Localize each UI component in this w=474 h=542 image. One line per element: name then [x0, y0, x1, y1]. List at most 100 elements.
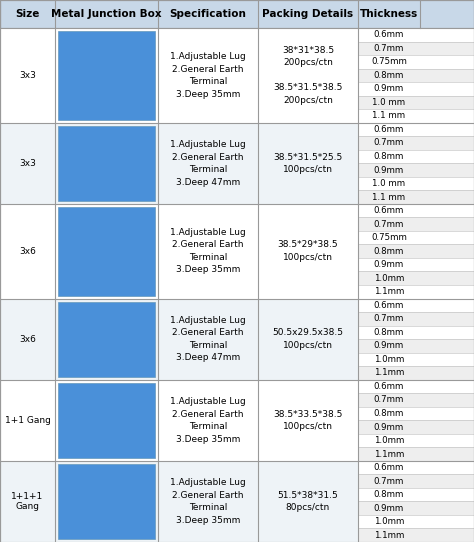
Bar: [358, 406, 474, 420]
Text: Specification: Specification: [170, 9, 246, 19]
Text: 1+1 Gang: 1+1 Gang: [5, 416, 50, 425]
Bar: [358, 150, 474, 163]
Bar: [258, 28, 358, 122]
Text: 0.9mm: 0.9mm: [374, 260, 404, 269]
Bar: [58, 383, 155, 458]
Text: 1.1mm: 1.1mm: [374, 287, 404, 296]
Bar: [358, 136, 474, 150]
Text: 1.0mm: 1.0mm: [374, 436, 404, 445]
Bar: [258, 122, 358, 204]
Bar: [55, 461, 158, 542]
Bar: [158, 28, 258, 122]
Text: 0.8mm: 0.8mm: [374, 490, 404, 499]
Bar: [258, 204, 358, 299]
Bar: [358, 177, 474, 190]
Text: 1.1 mm: 1.1 mm: [373, 112, 406, 120]
Text: 1.1mm: 1.1mm: [374, 449, 404, 459]
Text: 1.0mm: 1.0mm: [374, 274, 404, 283]
Bar: [0, 380, 55, 461]
Bar: [55, 122, 158, 204]
Text: 3x6: 3x6: [19, 247, 36, 256]
Text: 0.7mm: 0.7mm: [374, 138, 404, 147]
Bar: [258, 299, 358, 380]
Bar: [358, 366, 474, 380]
Bar: [58, 31, 155, 120]
Bar: [258, 380, 358, 461]
Bar: [358, 285, 474, 299]
Text: 0.9mm: 0.9mm: [374, 85, 404, 93]
Bar: [55, 28, 158, 122]
Bar: [358, 190, 474, 204]
Text: 0.6mm: 0.6mm: [374, 206, 404, 215]
Bar: [358, 434, 474, 447]
Text: 0.8mm: 0.8mm: [374, 71, 404, 80]
Bar: [358, 28, 474, 42]
Bar: [358, 244, 474, 258]
Bar: [158, 461, 258, 542]
Text: 1.Adjustable Lug
2.General Earth
Terminal
3.Deep 35mm: 1.Adjustable Lug 2.General Earth Termina…: [170, 478, 246, 525]
Text: 38*31*38.5
200pcs/ctn

38.5*31.5*38.5
200pcs/ctn: 38*31*38.5 200pcs/ctn 38.5*31.5*38.5 200…: [273, 46, 343, 105]
Text: 0.9mm: 0.9mm: [374, 504, 404, 513]
Bar: [358, 204, 474, 217]
Bar: [358, 258, 474, 272]
Bar: [358, 528, 474, 542]
Bar: [0, 461, 55, 542]
Bar: [358, 339, 474, 353]
Text: 0.9mm: 0.9mm: [374, 165, 404, 175]
Bar: [358, 312, 474, 326]
Text: 0.7mm: 0.7mm: [374, 476, 404, 486]
Text: 1.0 mm: 1.0 mm: [373, 98, 406, 107]
Bar: [358, 122, 474, 136]
Bar: [358, 42, 474, 55]
Bar: [358, 353, 474, 366]
Bar: [55, 204, 158, 299]
Bar: [358, 515, 474, 528]
Bar: [358, 69, 474, 82]
Text: 1.1 mm: 1.1 mm: [373, 192, 406, 202]
Bar: [358, 55, 474, 69]
Text: 1.Adjustable Lug
2.General Earth
Terminal
3.Deep 47mm: 1.Adjustable Lug 2.General Earth Termina…: [170, 140, 246, 186]
Bar: [58, 464, 155, 539]
Bar: [358, 299, 474, 312]
Bar: [0, 204, 55, 299]
Bar: [258, 461, 358, 542]
Text: 0.6mm: 0.6mm: [374, 382, 404, 391]
Bar: [358, 109, 474, 122]
Bar: [0, 122, 55, 204]
Bar: [58, 301, 155, 377]
Text: 0.6mm: 0.6mm: [374, 30, 404, 39]
Text: 51.5*38*31.5
80pcs/ctn: 51.5*38*31.5 80pcs/ctn: [278, 491, 338, 512]
Text: 0.8mm: 0.8mm: [374, 247, 404, 256]
Bar: [358, 272, 474, 285]
Text: 0.6mm: 0.6mm: [374, 463, 404, 472]
Text: 1.0mm: 1.0mm: [374, 355, 404, 364]
Text: 3x6: 3x6: [19, 334, 36, 344]
Text: 1.Adjustable Lug
2.General Earth
Terminal
3.Deep 47mm: 1.Adjustable Lug 2.General Earth Termina…: [170, 316, 246, 363]
Text: 3x3: 3x3: [19, 71, 36, 80]
Bar: [0, 0, 474, 28]
Text: 1.Adjustable Lug
2.General Earth
Terminal
3.Deep 35mm: 1.Adjustable Lug 2.General Earth Termina…: [170, 397, 246, 443]
Text: 0.75mm: 0.75mm: [371, 57, 407, 66]
Bar: [58, 207, 155, 295]
Text: Packing Details: Packing Details: [263, 9, 354, 19]
Bar: [158, 299, 258, 380]
Text: 0.8mm: 0.8mm: [374, 152, 404, 161]
Text: 0.7mm: 0.7mm: [374, 314, 404, 324]
Text: 0.9mm: 0.9mm: [374, 423, 404, 431]
Text: Metal Junction Box: Metal Junction Box: [51, 9, 162, 19]
Bar: [358, 82, 474, 95]
Text: 0.6mm: 0.6mm: [374, 125, 404, 134]
Text: 1.Adjustable Lug
2.General Earth
Terminal
3.Deep 35mm: 1.Adjustable Lug 2.General Earth Termina…: [170, 228, 246, 274]
Bar: [358, 488, 474, 501]
Bar: [358, 163, 474, 177]
Text: 1.1mm: 1.1mm: [374, 369, 404, 377]
Text: 3x3: 3x3: [19, 159, 36, 168]
Text: 50.5x29.5x38.5
100pcs/ctn: 50.5x29.5x38.5 100pcs/ctn: [273, 328, 344, 350]
Bar: [55, 380, 158, 461]
Text: 38.5*29*38.5
100pcs/ctn: 38.5*29*38.5 100pcs/ctn: [278, 241, 338, 262]
Text: Size: Size: [15, 9, 40, 19]
Bar: [358, 326, 474, 339]
Bar: [55, 299, 158, 380]
Bar: [358, 447, 474, 461]
Bar: [0, 28, 55, 122]
